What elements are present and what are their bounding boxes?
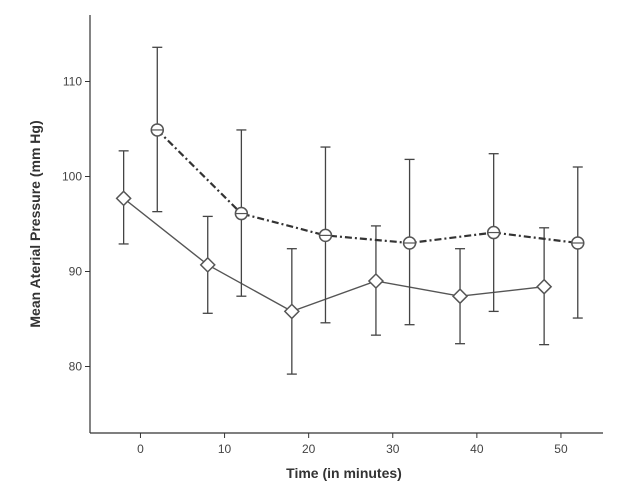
x-tick-label: 20 — [302, 442, 316, 456]
data-point-diamond — [536, 278, 553, 295]
y-ticks: 80 90 100 110 — [62, 75, 90, 374]
x-tick-label: 50 — [554, 442, 568, 456]
y-tick-label: 110 — [63, 75, 82, 89]
x-tick-label: 30 — [386, 442, 400, 456]
series-line — [123, 197, 545, 313]
x-tick-label: 10 — [218, 442, 232, 456]
series-1 — [115, 150, 553, 375]
data-point-diamond — [283, 303, 300, 320]
data-point-diamond — [199, 256, 216, 273]
y-axis-title: Mean Aterial Pressure (mm Hg) — [27, 120, 43, 327]
axes — [89, 15, 603, 434]
x-ticks: 0 10 20 30 40 50 — [137, 433, 568, 456]
data-point-diamond — [367, 272, 384, 290]
series-layer — [115, 46, 585, 375]
x-tick-label: 0 — [137, 442, 144, 456]
x-axis-title: Time (in minutes) — [286, 465, 402, 481]
x-tick-label: 40 — [470, 442, 484, 456]
y-tick-label: 100 — [62, 170, 82, 184]
data-point-diamond — [115, 190, 132, 207]
data-point-diamond — [451, 288, 469, 305]
y-tick-label: 90 — [69, 265, 83, 279]
y-tick-label: 80 — [69, 360, 83, 374]
series-2 — [150, 46, 585, 326]
series-line — [156, 129, 578, 245]
